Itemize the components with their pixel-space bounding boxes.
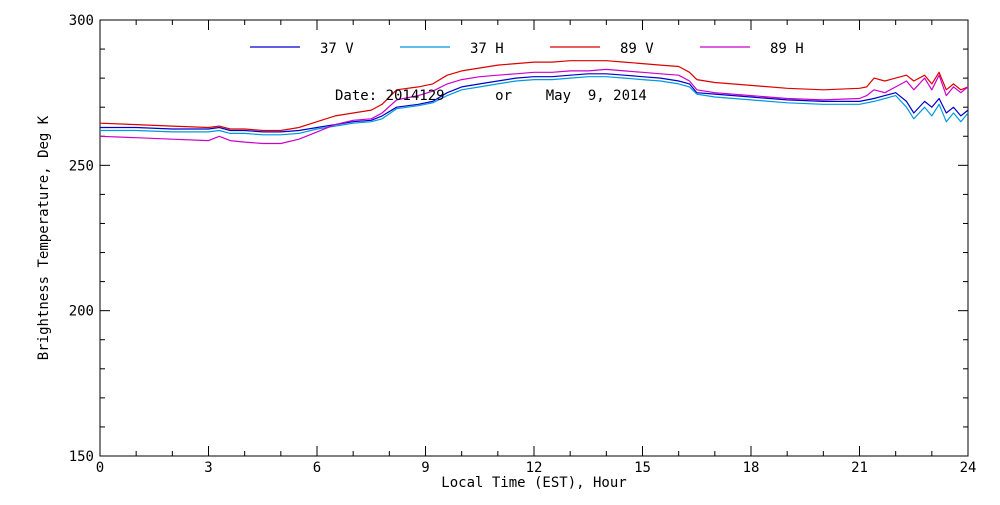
y-tick-label: 250	[69, 158, 94, 174]
series-line-37-v	[100, 73, 969, 133]
x-tick-label: 24	[960, 460, 977, 476]
legend-label-37-v: 37 V	[320, 41, 354, 57]
x-axis-title: Local Time (EST), Hour	[441, 475, 626, 491]
x-tick-label: 18	[743, 460, 760, 476]
legend-label-89-v: 89 V	[620, 41, 654, 57]
legend-label-89-h: 89 H	[770, 41, 804, 57]
y-axis-title: Brightness Temperature, Deg K	[36, 115, 52, 360]
x-tick-label: 0	[96, 460, 104, 476]
x-tick-label: 3	[204, 460, 212, 476]
series-line-89-v	[99, 60, 969, 132]
y-tick-label: 300	[69, 13, 94, 29]
x-tick-label: 6	[313, 460, 321, 476]
series-line-37-h	[100, 76, 969, 136]
plot-frame	[99, 19, 969, 457]
x-tick-label: 21	[851, 460, 868, 476]
legend-label-37-h: 37 H	[470, 41, 504, 57]
date-label: Date: 2014129 or May 9, 2014	[335, 88, 647, 104]
x-tick-label: 12	[526, 460, 543, 476]
series-line-89-h	[99, 68, 969, 145]
series-lines	[99, 60, 969, 145]
x-tick-label: 9	[421, 460, 429, 476]
y-tick-label: 150	[69, 449, 94, 465]
y-tick-label: 200	[69, 304, 94, 320]
x-tick-label: 15	[634, 460, 651, 476]
legend: 37 V 37 H 89 V 89 H	[250, 41, 804, 57]
axis-ticks	[99, 19, 969, 457]
axis-tick-labels: 0 3 6 9 12 15 18 21 24 150 200 250 300	[69, 13, 977, 476]
